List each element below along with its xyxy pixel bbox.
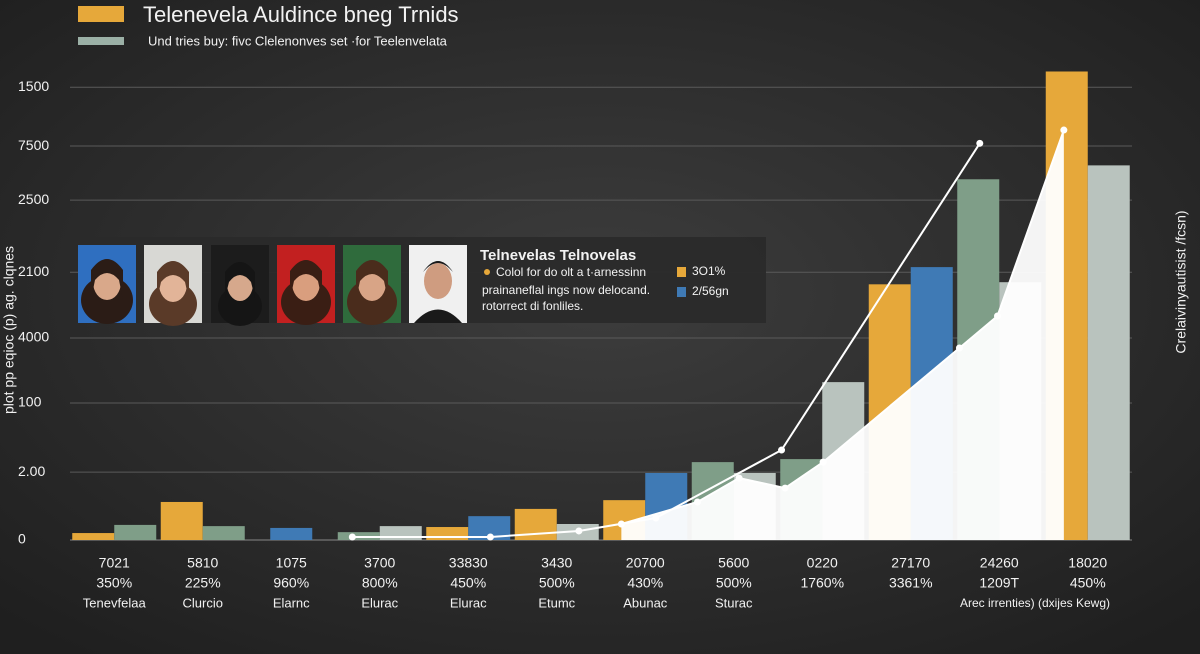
legend-label: 2/56gn [692, 284, 729, 298]
x-note: Elurac [361, 595, 398, 610]
x-sublabel: 430% [627, 575, 663, 591]
y-tick-label: 2100 [18, 263, 49, 279]
x-tick-label: 5810 [187, 555, 218, 571]
x-note: Elurac [450, 595, 487, 610]
point [819, 458, 827, 466]
portrait [144, 245, 202, 326]
x-tick-label: 5600 [718, 555, 749, 571]
portrait [78, 245, 136, 324]
point [693, 498, 701, 506]
bar [202, 526, 245, 540]
portrait [343, 245, 401, 325]
x-sublabel: 500% [716, 575, 752, 591]
x-tick-label: 27170 [891, 555, 930, 571]
x-sublabel: 3361% [889, 575, 933, 591]
point [486, 533, 494, 541]
x-tick-label: 0220 [807, 555, 838, 571]
y-tick-label: 0 [18, 531, 26, 547]
x-tick-label: 3430 [541, 555, 572, 571]
y-tick-label: 100 [18, 394, 42, 410]
x-note: Tenevfelaa [83, 595, 147, 610]
point [778, 446, 786, 454]
y2-axis-label: Crelaivinyautisist /fcsn) [1173, 210, 1189, 353]
x-sublabel: 350% [96, 575, 132, 591]
x-note: Sturac [715, 595, 753, 610]
x-tick-label: 20700 [626, 555, 665, 571]
line [352, 142, 981, 538]
bar [270, 527, 313, 540]
line [621, 129, 1065, 525]
x-sublabel: 960% [273, 575, 309, 591]
legend-swatch [677, 267, 686, 277]
portrait [211, 245, 269, 326]
area [621, 130, 1064, 540]
inset-title: Telnevelas Telnovelas [480, 247, 636, 264]
y-tick-label: 7500 [18, 137, 49, 153]
inset-text: prainaneflal ings now delocand. [482, 283, 650, 297]
y-tick-label: 1500 [18, 78, 49, 94]
subtitle-swatch [78, 37, 124, 45]
legend-label: 3O1% [692, 264, 726, 278]
point [781, 484, 789, 492]
point [617, 520, 625, 528]
x-tick-label: 33830 [449, 555, 488, 571]
chart-title: Telenevela Auldince bneg Trnids [143, 2, 459, 27]
portrait [409, 245, 467, 323]
bullet [484, 269, 490, 275]
x-sublabel: 1760% [800, 575, 844, 591]
y-tick-label: 2.00 [18, 463, 45, 479]
point [976, 139, 984, 147]
inset-text: rotorrect di fonliles. [482, 299, 583, 313]
x-tick-label: 18020 [1068, 555, 1107, 571]
chart-subtitle: Und tries buy: fivc Clelenonves set ·for… [148, 33, 448, 48]
x-sublabel: 500% [539, 575, 575, 591]
point [348, 533, 356, 541]
bar [426, 527, 469, 540]
x-tick-label: 24260 [980, 555, 1019, 571]
x-axis-note: Arec irrenties) (dxijes Kewg) [960, 596, 1110, 610]
point [1060, 126, 1068, 134]
bar [1087, 165, 1130, 541]
x-sublabel: 450% [450, 575, 486, 591]
bar [114, 524, 157, 540]
inset-text: Colol for do olt a t·arnessinn [496, 265, 646, 279]
legend: 3O1% 2/56gn [677, 264, 729, 298]
portrait [277, 245, 335, 325]
x-note: Abunac [623, 595, 668, 610]
bar [468, 516, 511, 540]
x-sublabel: 225% [185, 575, 221, 591]
point [955, 344, 963, 352]
x-tick-label: 3700 [364, 555, 395, 571]
x-sublabel: 800% [362, 575, 398, 591]
y-axis-label: plot pp eqioc (p) ag. clqnes [1, 246, 17, 414]
x-sublabel: 450% [1070, 575, 1106, 591]
point [735, 474, 743, 482]
inset-panel: Telnevelas Telnovelas Colol for do olt a… [78, 237, 766, 326]
title-swatch [78, 6, 124, 22]
x-note: Clurcio [183, 595, 223, 610]
y-tick-label: 2500 [18, 191, 49, 207]
legend-swatch [677, 287, 686, 297]
x-tick-label: 7021 [99, 555, 130, 571]
point [993, 312, 1001, 320]
y-tick-label: 4000 [18, 329, 49, 345]
x-tick-label: 1075 [276, 555, 307, 571]
point [575, 527, 583, 535]
bar [160, 501, 203, 540]
x-sublabel: 1209T [979, 575, 1019, 591]
bar [72, 533, 115, 540]
x-note: Etumc [538, 595, 575, 610]
x-note: Elarnc [273, 595, 310, 610]
